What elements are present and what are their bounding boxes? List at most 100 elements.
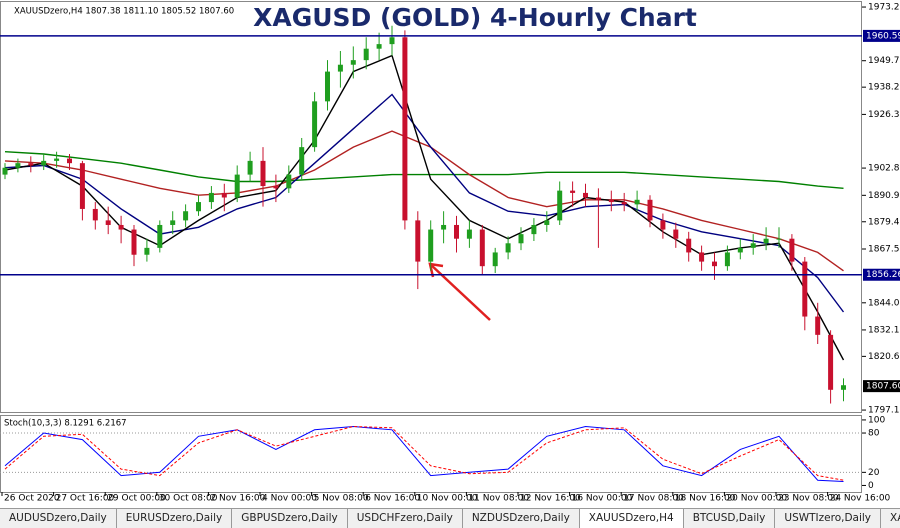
candle-body — [208, 192, 214, 203]
candle-body — [699, 252, 705, 262]
moving-average — [4, 130, 844, 272]
candle-body — [647, 199, 653, 221]
candle-body — [67, 158, 72, 164]
candle-body — [505, 243, 511, 253]
y-tick-label: 100 — [868, 415, 885, 425]
candle-body — [286, 174, 292, 189]
candle-body — [492, 252, 498, 267]
candle-body — [389, 37, 395, 45]
candle-body — [608, 199, 614, 203]
level-price-box — [863, 268, 900, 281]
candle-body — [183, 211, 189, 221]
x-tick-label: 6 Nov 16:00 — [365, 494, 420, 504]
x-tick-label: 29 Oct 00:00 — [107, 494, 166, 504]
last-price-label: 1807.60 — [866, 382, 900, 392]
y-tick-label: 1949.75 — [868, 56, 900, 66]
candle-body — [479, 229, 485, 267]
candle-body — [273, 186, 279, 189]
candle-body — [570, 190, 576, 193]
candle-body — [15, 163, 21, 168]
y-tick-label: 1902.85 — [868, 164, 900, 174]
candle-body — [841, 385, 846, 390]
candle-body — [79, 163, 85, 209]
chart-tab[interactable]: XAUUSDzero,H4 — [579, 509, 684, 528]
x-tick-label: 4 Nov 00:00 — [262, 494, 317, 504]
candle-body — [54, 158, 60, 161]
candle-body — [454, 224, 459, 239]
y-tick-label: 1973.20 — [868, 3, 900, 13]
y-tick-label: 20 — [868, 468, 880, 478]
candle-body — [828, 334, 834, 390]
candle-body — [157, 224, 163, 248]
y-tick-label: 1879.40 — [868, 217, 900, 227]
y-tick-label: 1867.50 — [868, 245, 900, 255]
x-tick-label: 16 Nov 00:00 — [572, 494, 633, 504]
x-tick-label: 24 Nov 16:00 — [830, 494, 891, 504]
y-tick-label: 1820.60 — [868, 352, 900, 362]
y-tick-label: 0 — [868, 481, 874, 491]
candle-body — [247, 160, 253, 175]
candle-body — [131, 229, 137, 255]
candle-body — [724, 252, 730, 267]
x-tick-label: 12 Nov 16:00 — [520, 494, 581, 504]
candle-body — [363, 48, 369, 61]
symbol-info: XAUUSDzero,H4 1807.38 1811.10 1805.52 18… — [14, 7, 234, 17]
candle-body — [170, 220, 176, 225]
y-tick-label: 80 — [868, 429, 880, 439]
candle-body — [41, 160, 47, 166]
x-tick-label: 26 Oct 2020 — [4, 494, 60, 504]
y-tick-label: 1844.00 — [868, 298, 900, 308]
moving-average — [4, 54, 845, 361]
candle-body — [686, 238, 692, 253]
chart-tab[interactable]: GBPUSDzero,Daily — [232, 509, 348, 528]
candle-body — [621, 202, 627, 205]
candle-body — [402, 37, 408, 221]
candle-body — [815, 316, 821, 335]
x-tick-label: 23 Nov 08:00 — [778, 494, 839, 504]
candle-body — [789, 238, 795, 262]
candle-body — [763, 238, 769, 244]
candle-body — [312, 101, 318, 148]
candle-body — [518, 234, 524, 244]
chart-tab[interactable]: EURUSDzero,Daily — [117, 509, 233, 528]
x-tick-label: 30 Oct 08:00 — [159, 494, 218, 504]
candle-body — [441, 224, 447, 230]
x-tick-label: 17 Nov 08:00 — [623, 494, 684, 504]
candle-body — [750, 243, 756, 248]
candle-body — [350, 60, 356, 65]
candle-body — [634, 199, 640, 205]
candle-body — [673, 229, 679, 239]
y-tick-label: 1797.15 — [868, 406, 900, 416]
candle-body — [802, 261, 808, 317]
y-tick-label: 1926.30 — [868, 110, 900, 120]
x-tick-label: 20 Nov 00:00 — [726, 494, 787, 504]
chart-tab[interactable]: NZDUSDzero,Daily — [463, 509, 580, 528]
level-price-label: 1960.59 — [866, 31, 900, 41]
moving-average — [4, 93, 845, 313]
candle-body — [299, 147, 305, 175]
chart-tab[interactable]: AUDUSDzero,Daily — [0, 509, 117, 528]
chart-tab[interactable]: USDCHFzero,Daily — [348, 509, 463, 528]
y-tick-label: 1832.15 — [868, 325, 900, 335]
candle-body — [712, 261, 717, 267]
candle-body — [376, 44, 382, 49]
chart-tab[interactable]: USWTIzero,Daily — [775, 509, 882, 528]
last-price-box — [863, 380, 900, 393]
y-tick-label: 1890.95 — [868, 191, 900, 201]
candle-body — [776, 238, 782, 240]
candle-body — [415, 220, 421, 262]
chart-tab[interactable]: XAGUSDzero,Daily — [881, 509, 900, 528]
candle-body — [325, 71, 330, 102]
candle-body — [118, 224, 124, 230]
candle-body — [428, 229, 434, 262]
candle-body — [28, 163, 34, 166]
chart-window: XAGUSD (GOLD) 4-Hourly Chart XAUUSDzero,H… — [0, 0, 900, 508]
x-tick-label: 2 Nov 16:00 — [210, 494, 265, 504]
chart-tab[interactable]: BTCUSD,Daily — [684, 509, 776, 528]
x-tick-label: 27 Oct 16:00 — [56, 494, 115, 504]
stoch-panel-frame — [0, 415, 862, 493]
candle-body — [105, 220, 111, 225]
candle-body — [260, 160, 266, 187]
x-tick-label: 5 Nov 08:00 — [314, 494, 369, 504]
